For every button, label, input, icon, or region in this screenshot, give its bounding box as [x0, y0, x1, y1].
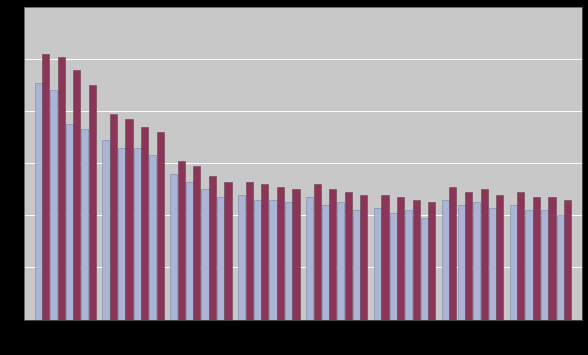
Bar [489, 208, 496, 320]
Bar [50, 91, 57, 320]
Bar [209, 176, 216, 320]
Bar [480, 189, 487, 320]
Bar [118, 148, 125, 320]
Bar [382, 195, 389, 320]
Bar [58, 56, 65, 320]
Bar [238, 195, 245, 320]
Bar [473, 202, 480, 320]
Bar [186, 181, 193, 320]
Bar [225, 181, 232, 320]
Bar [246, 181, 253, 320]
Bar [533, 197, 540, 320]
Bar [313, 184, 320, 320]
Bar [421, 218, 428, 320]
Bar [360, 195, 368, 320]
Bar [496, 195, 503, 320]
Bar [517, 192, 524, 320]
Bar [338, 202, 345, 320]
Bar [202, 189, 209, 320]
Bar [193, 166, 201, 320]
Bar [345, 192, 352, 320]
Bar [178, 161, 185, 320]
Bar [449, 187, 456, 320]
Bar [557, 215, 564, 320]
Bar [564, 200, 571, 320]
Bar [35, 83, 42, 320]
Bar [269, 200, 276, 320]
Bar [254, 200, 261, 320]
Bar [149, 155, 156, 320]
Bar [428, 202, 435, 320]
Bar [397, 197, 404, 320]
Bar [89, 85, 96, 320]
Bar [277, 187, 284, 320]
Bar [390, 213, 397, 320]
Bar [171, 174, 178, 320]
Bar [405, 210, 412, 320]
Bar [353, 210, 360, 320]
Bar [549, 197, 556, 320]
Bar [102, 140, 109, 320]
Bar [81, 130, 88, 320]
Bar [156, 132, 163, 320]
Bar [374, 208, 381, 320]
Bar [110, 114, 117, 320]
Bar [66, 124, 73, 320]
Bar [261, 184, 268, 320]
Bar [413, 200, 420, 320]
Bar [526, 210, 533, 320]
Bar [541, 210, 548, 320]
Bar [292, 189, 299, 320]
Bar [217, 197, 224, 320]
Bar [285, 202, 292, 320]
Bar [133, 148, 141, 320]
Bar [457, 205, 465, 320]
Bar [322, 205, 329, 320]
Bar [42, 54, 49, 320]
Bar [306, 197, 313, 320]
Bar [141, 127, 148, 320]
Bar [442, 200, 449, 320]
Bar [73, 70, 80, 320]
Bar [125, 119, 132, 320]
Bar [510, 205, 517, 320]
Bar [329, 189, 336, 320]
Bar [465, 192, 472, 320]
